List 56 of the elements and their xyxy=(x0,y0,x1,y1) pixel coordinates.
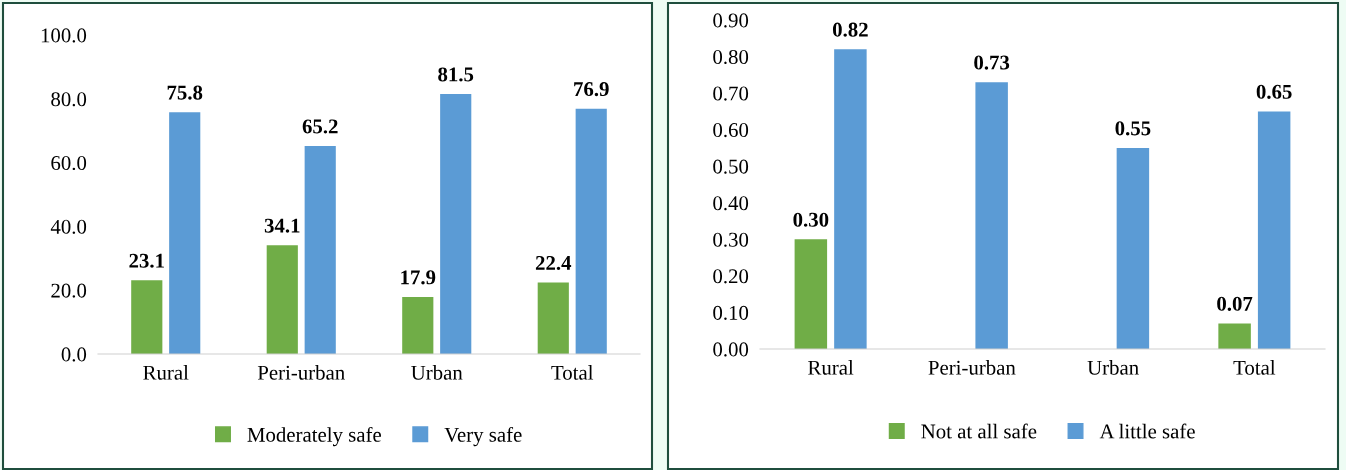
bar xyxy=(1257,111,1291,349)
data-label: 23.1 xyxy=(129,253,164,268)
y-tick-label: 0.20 xyxy=(713,269,749,284)
x-tick-label: Peri-urban xyxy=(928,360,1016,375)
bar xyxy=(304,146,336,354)
legend-label: A little safe xyxy=(1099,423,1195,439)
bar xyxy=(575,108,607,354)
bar xyxy=(169,112,201,354)
x-tick-label: Peri-urban xyxy=(257,365,345,380)
data-label: 0.82 xyxy=(832,22,868,37)
bar xyxy=(794,239,828,349)
x-tick-label: Rural xyxy=(808,360,854,375)
y-tick-label: 40.0 xyxy=(50,219,87,234)
y-tick-label: 0.70 xyxy=(713,86,749,101)
y-tick-label: 0.40 xyxy=(713,196,749,211)
data-label: 0.55 xyxy=(1115,121,1151,136)
data-label: 0.65 xyxy=(1256,84,1292,99)
data-label: 22.4 xyxy=(535,255,572,271)
data-label: 76.9 xyxy=(574,82,609,97)
y-tick-label: 0.10 xyxy=(713,305,749,320)
data-label: 17.9 xyxy=(401,270,436,285)
y-tick-label: 0.60 xyxy=(713,123,749,138)
y-tick-label: 100.0 xyxy=(41,28,87,43)
data-label: 65.2 xyxy=(302,119,338,134)
bar xyxy=(1116,147,1150,349)
bar xyxy=(131,280,163,354)
y-tick-label: 0.00 xyxy=(713,342,749,357)
x-tick-label: Total xyxy=(551,365,594,380)
legend-label: Very safe xyxy=(444,426,522,447)
data-label: 0.30 xyxy=(793,212,829,227)
bar xyxy=(975,82,1008,349)
data-label: 81.5 xyxy=(438,67,474,82)
y-tick-label: 0.30 xyxy=(713,232,749,247)
x-tick-label: Rural xyxy=(143,365,189,380)
data-label: 0.73 xyxy=(974,55,1010,70)
y-tick-label: 0.90 xyxy=(713,13,749,28)
y-tick-label: 0.0 xyxy=(61,347,87,362)
bar xyxy=(537,282,569,354)
legend-label: Not at all safe xyxy=(921,423,1037,439)
y-tick-label: 0.80 xyxy=(713,49,749,65)
legend-label: Moderately safe xyxy=(247,426,381,447)
x-tick-label: Urban xyxy=(1087,360,1139,375)
bar xyxy=(1218,323,1251,349)
bar xyxy=(834,49,867,349)
data-label: 34.1 xyxy=(264,218,300,233)
bar xyxy=(440,94,472,354)
bar xyxy=(402,296,434,354)
y-tick-label: 0.50 xyxy=(713,159,749,174)
data-label: 75.8 xyxy=(167,85,203,100)
x-tick-label: Total xyxy=(1233,360,1276,375)
data-label: 0.07 xyxy=(1217,296,1253,311)
y-tick-label: 60.0 xyxy=(51,155,87,171)
y-tick-label: 80.0 xyxy=(51,92,87,107)
bar xyxy=(266,245,298,354)
x-tick-label: Urban xyxy=(411,365,463,380)
y-tick-label: 20.0 xyxy=(51,283,87,298)
